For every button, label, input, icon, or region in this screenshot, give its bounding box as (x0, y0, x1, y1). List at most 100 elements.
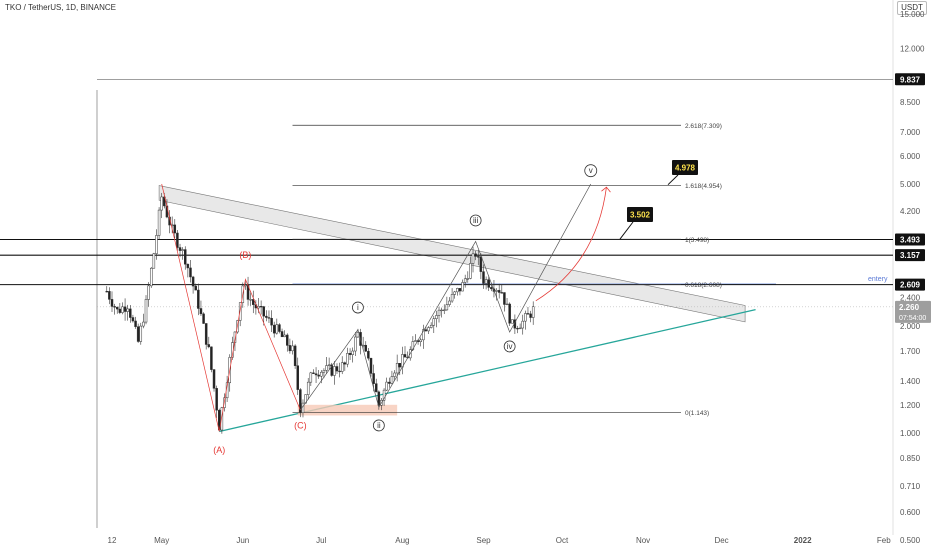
candle-down (199, 308, 203, 315)
candle-down (296, 365, 299, 390)
candle-down (194, 285, 197, 291)
candle-down (474, 253, 477, 257)
candle-up (147, 285, 150, 300)
candle-up (448, 300, 451, 305)
candle-down (367, 350, 370, 359)
candle-up (422, 329, 425, 341)
candle-up (121, 306, 124, 313)
candle-up (320, 371, 323, 377)
candle-up (461, 282, 464, 292)
candle-down (212, 369, 216, 389)
candle-down (529, 313, 532, 318)
x-tick-label: Nov (636, 536, 650, 545)
candle-up (155, 235, 158, 254)
x-tick-label: Oct (556, 536, 569, 545)
impulse-wave-circle (352, 301, 364, 314)
candle-down (184, 249, 187, 265)
candle-down (503, 292, 506, 305)
target-box (672, 160, 698, 175)
candle-down (262, 306, 265, 317)
x-tick-label: 2022 (794, 536, 812, 545)
currency-selector[interactable]: USDT (897, 1, 927, 15)
projection-arc (535, 187, 607, 302)
candle-down (136, 326, 140, 342)
x-tick-label: Jun (236, 536, 249, 545)
target-pointer (619, 221, 634, 240)
candle-down (197, 289, 200, 309)
impulse-wave-label: iii (473, 216, 479, 225)
candle-down (118, 308, 122, 313)
candle-up (291, 345, 294, 352)
candle-up (440, 309, 443, 312)
candle-up (427, 327, 430, 332)
candle-down (210, 346, 213, 370)
candle-up (531, 306, 535, 318)
y-tick-label: 1.000 (900, 429, 921, 438)
entry-label: entery (868, 276, 888, 283)
impulse-wave-circle (372, 419, 385, 432)
candle-down (335, 366, 339, 372)
y-tick-label: 4.200 (900, 207, 921, 216)
candle-down (286, 334, 289, 346)
candle-up (445, 304, 449, 311)
candle-up (432, 318, 436, 326)
candle-down (215, 388, 218, 411)
x-tick-label: 12 (108, 536, 117, 545)
candle-down (270, 317, 273, 326)
impulse-wave-circle (503, 340, 516, 353)
candle-up (354, 336, 357, 352)
candle-down (388, 381, 391, 384)
y-tick-label: 2.000 (900, 322, 921, 331)
candle-down (176, 232, 179, 248)
y-tick-label: 15.000 (900, 10, 925, 19)
candle-down (497, 290, 501, 293)
candle-up (395, 363, 399, 374)
candle-down (330, 364, 334, 376)
candle-down (131, 317, 135, 322)
candle-up (437, 309, 441, 316)
candle-up (385, 381, 388, 391)
candle-up (524, 313, 527, 322)
candle-up (346, 353, 349, 365)
impulse-wave-label: v (589, 166, 593, 175)
corrective-wave-label: (A) (213, 445, 225, 455)
candle-down (272, 324, 276, 334)
impulse-wave-circle (469, 214, 482, 227)
descending-resistance-band (158, 185, 746, 323)
candle-up (393, 372, 396, 377)
candle-down (173, 224, 177, 234)
candle-down (191, 276, 195, 287)
candle-down (115, 306, 119, 310)
candle-down (424, 329, 428, 332)
target-pointer (667, 174, 679, 186)
candle-down (508, 303, 511, 324)
candle-up (390, 376, 394, 384)
fib-level-label: 0.618(2.608) (685, 282, 722, 289)
candle-up (327, 364, 331, 366)
candle-down (129, 308, 132, 318)
target-value: 3.502 (630, 211, 651, 220)
candle-down (267, 317, 271, 319)
candle-down (299, 389, 302, 413)
candle-up (521, 320, 524, 329)
candle-up (414, 340, 417, 342)
candle-up (306, 381, 310, 395)
x-tick-label: Sep (476, 536, 491, 545)
candle-up (518, 327, 522, 330)
impulse-wave-label: iv (507, 342, 513, 351)
x-tick-label: May (154, 536, 169, 545)
candle-down (186, 263, 190, 269)
impulse-wave-label: i (357, 303, 359, 312)
fib-level-label: 1.618(4.954) (685, 183, 722, 190)
candle-down (317, 374, 320, 377)
symbol-title: TKO / TetherUS, 1D, BINANCE (5, 3, 116, 12)
fib-level-label: 1(3.498) (685, 237, 709, 244)
candle-up (340, 362, 344, 372)
candle-down (500, 292, 504, 294)
candle-up (160, 196, 163, 211)
candle-up (453, 291, 456, 295)
price-level-tag-text: 3.493 (900, 235, 921, 244)
candle-down (110, 299, 114, 307)
candle-up (181, 249, 184, 251)
